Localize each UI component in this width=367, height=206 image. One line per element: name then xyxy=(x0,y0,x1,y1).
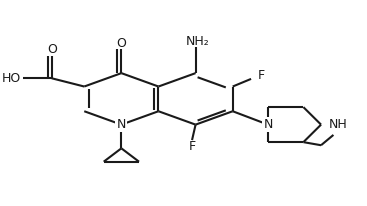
Text: F: F xyxy=(257,69,265,82)
Text: NH₂: NH₂ xyxy=(185,35,209,48)
Text: F: F xyxy=(189,140,196,153)
Text: HO: HO xyxy=(1,72,21,85)
Text: NH: NH xyxy=(329,118,348,131)
Text: O: O xyxy=(47,43,57,56)
Text: N: N xyxy=(117,118,126,131)
Text: N: N xyxy=(264,118,273,131)
Text: O: O xyxy=(116,37,126,50)
